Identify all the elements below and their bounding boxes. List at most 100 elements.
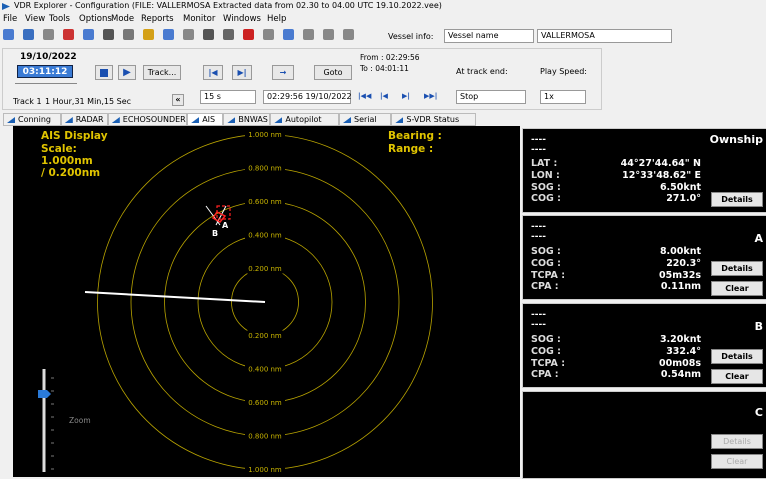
tab[interactable]: BNWAS: [223, 113, 271, 126]
display-label: Bearing :: [388, 130, 442, 142]
tab-icon: [191, 117, 200, 123]
tab[interactable]: Autopilot: [270, 113, 339, 126]
toolbar-icon[interactable]: [283, 29, 294, 40]
goto-arrow[interactable]: →: [272, 65, 294, 80]
transport-button[interactable]: |◀◀: [358, 92, 372, 100]
field-label: LON :: [531, 169, 560, 181]
info-panel: ---- ---- Ownship LAT : 44°27'44.64" N LON : 1…: [522, 128, 766, 213]
menu-item[interactable]: Monitor: [183, 14, 216, 24]
field-value: 00m08s: [659, 357, 701, 369]
dropdown[interactable]: Vessel name: [444, 29, 534, 43]
field-label: COG :: [531, 257, 561, 269]
button[interactable]: Details: [711, 349, 763, 364]
field-label: COG :: [531, 345, 561, 357]
target-symbol: [211, 211, 227, 223]
toolbar-icon[interactable]: [263, 29, 274, 40]
text-field[interactable]: VALLERMOSA: [537, 29, 672, 43]
ring-label-bg: [245, 464, 285, 475]
text-field[interactable]: 02:29:56 19/10/2022: [263, 90, 352, 104]
menu-item[interactable]: Mode: [111, 14, 135, 24]
info-panel: C Details Clear: [522, 391, 766, 479]
ring-label: 0.600 nm: [248, 198, 282, 206]
toolbar-icon[interactable]: [223, 29, 234, 40]
panel-title: A: [754, 232, 763, 245]
transport-button[interactable]: |◀: [380, 92, 388, 100]
toolbar-icon[interactable]: [163, 29, 174, 40]
next-button[interactable]: ▶|: [232, 65, 252, 80]
tab[interactable]: S-VDR Status: [391, 113, 477, 126]
button[interactable]: Track...: [143, 65, 181, 80]
ring-label-bg: [245, 397, 285, 408]
button: Clear: [711, 454, 763, 469]
tab[interactable]: RADAR: [60, 113, 108, 126]
tab[interactable]: AIS: [187, 113, 224, 126]
button[interactable]: Details: [711, 192, 763, 207]
field-label: COG :: [531, 193, 561, 205]
toolbar-icon[interactable]: [343, 29, 354, 40]
field-value: 12°33'48.62" E: [622, 169, 701, 181]
text: ----: [531, 310, 546, 320]
menu-item[interactable]: File: [3, 14, 18, 24]
toolbar-icon[interactable]: [243, 29, 254, 40]
target-label: A: [222, 221, 229, 230]
dropdown[interactable]: 1x: [540, 90, 586, 104]
field-value: 6.50knt: [659, 181, 701, 193]
tab-icon: [227, 117, 236, 123]
toolbar-icon[interactable]: [23, 29, 34, 40]
ais-display: 1.000 nm 0.800 nm 0.600 nm 0.400 nm 0.200 nm…: [13, 126, 520, 477]
toolbar-icon[interactable]: [83, 29, 94, 40]
field-value: 3.20knt: [659, 334, 701, 345]
display-label: AIS Display: [41, 130, 108, 142]
toolbar-icon[interactable]: [183, 29, 194, 40]
display-label: Range :: [388, 143, 433, 155]
label: At track end:: [456, 67, 508, 76]
field-value: 05m32s: [659, 269, 701, 281]
transport-button[interactable]: ▶|: [402, 92, 410, 100]
info-panel: ---- ---- B SOG : 3.20knt COG : 332.4° TCPA : 00…: [522, 303, 766, 388]
stop-button[interactable]: [95, 65, 113, 80]
tab[interactable]: Serial: [339, 113, 392, 126]
ring-label: 0.200 nm: [248, 332, 282, 340]
toolbar-icon[interactable]: [63, 29, 74, 40]
menu-item[interactable]: View: [25, 14, 46, 24]
toolbar-icon[interactable]: [323, 29, 334, 40]
button[interactable]: Details: [711, 261, 763, 276]
button[interactable]: Goto: [314, 65, 352, 80]
ring-label: 0.400 nm: [248, 366, 282, 374]
menu-item[interactable]: Reports: [141, 14, 174, 24]
toolbar-icon[interactable]: [103, 29, 114, 40]
tab[interactable]: Conning: [3, 113, 61, 126]
field-label: LAT :: [531, 158, 558, 169]
button[interactable]: Clear: [711, 369, 763, 384]
toolbar-icon[interactable]: [203, 29, 214, 40]
menu-item[interactable]: Tools: [49, 14, 70, 24]
button[interactable]: Clear: [711, 281, 763, 296]
ring-label: 0.600 nm: [248, 399, 282, 407]
ring-label-bg: [245, 163, 285, 173]
time[interactable]: 03:11:12: [17, 65, 73, 78]
toolbar-icon[interactable]: [43, 29, 54, 40]
field-value: 44°27'44.64" N: [620, 158, 701, 169]
toolbar-icon[interactable]: [303, 29, 314, 40]
menu-item[interactable]: Options: [79, 14, 112, 24]
field-label: SOG :: [531, 181, 561, 193]
dropdown[interactable]: Stop: [456, 90, 526, 104]
text: ----: [531, 222, 546, 232]
dropdown[interactable]: 15 s: [200, 90, 256, 104]
tab-icon: [274, 117, 283, 123]
menu-item[interactable]: Help: [267, 14, 287, 24]
prev-button[interactable]: |◀: [203, 65, 223, 80]
play-button[interactable]: ▶: [118, 65, 136, 80]
field-label: CPA :: [531, 281, 559, 293]
menu-item[interactable]: Windows: [223, 14, 261, 24]
toolbar-icon[interactable]: [123, 29, 134, 40]
display-label: 1.000nm: [41, 155, 93, 167]
target-label: B: [212, 229, 218, 238]
rewind-button[interactable]: «: [172, 94, 184, 106]
toolbar-icon[interactable]: [3, 29, 14, 40]
transport-button[interactable]: ▶▶|: [424, 92, 438, 100]
display-label: Scale:: [41, 143, 77, 155]
tab[interactable]: ECHOSOUNDER: [107, 113, 188, 126]
toolbar-icon[interactable]: [143, 29, 154, 40]
tab-icon: [395, 117, 404, 123]
